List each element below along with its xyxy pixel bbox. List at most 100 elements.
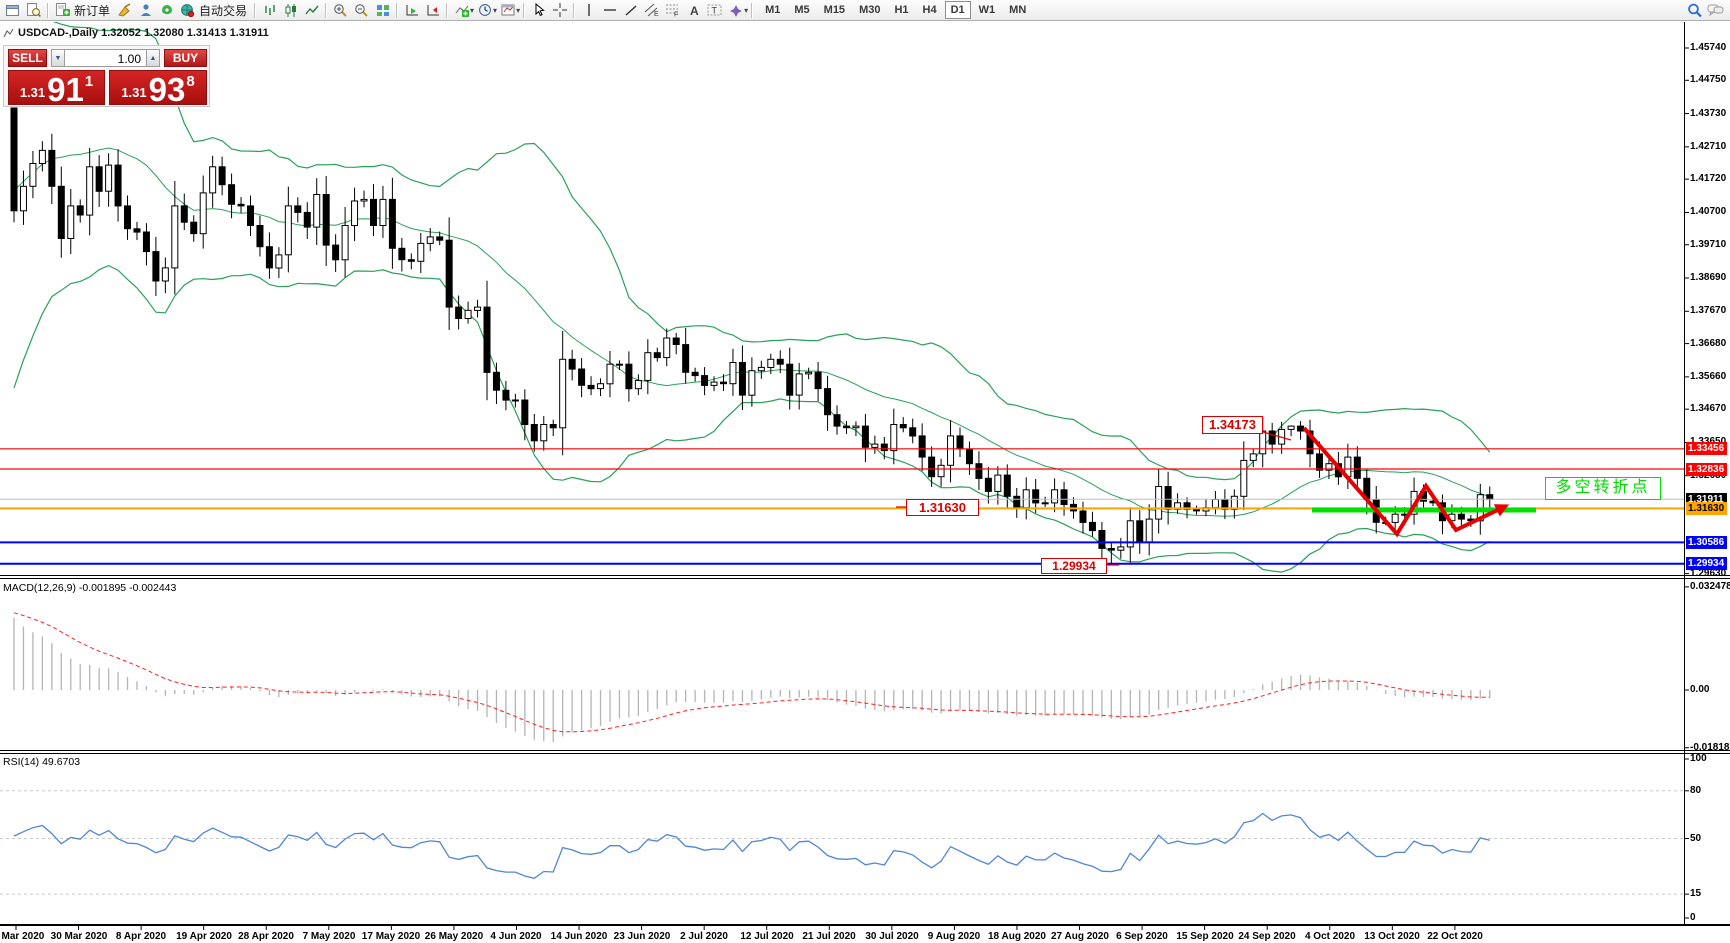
new-order-icon[interactable]	[52, 1, 73, 19]
toolbar-separator	[396, 2, 399, 18]
text-tool-icon[interactable]: A	[683, 1, 704, 19]
tf-d1[interactable]: D1	[944, 1, 971, 19]
macd-indicator	[13, 612, 1491, 742]
turning-point-label[interactable]: 多空转折点	[1545, 477, 1661, 500]
cursor-icon[interactable]	[528, 1, 549, 19]
chart-annotations[interactable]	[896, 426, 1536, 566]
timeframe-group: M1 M5 M15 M30 H1 H4 D1 W1 MN	[758, 1, 1033, 19]
buy-price-small: 1.31	[121, 85, 147, 100]
one-click-trade-panel: SELL ▼ 1.00 ▲ BUY 1.31 91 1 1.31 93 8	[3, 45, 210, 107]
price-tick-label: 1.43730	[1690, 108, 1727, 119]
channel-tool-icon[interactable]: E	[641, 1, 662, 19]
rsi-tick-label: 0	[1690, 912, 1696, 923]
macd-tick-label: -0.018182	[1690, 742, 1730, 753]
shapes-tool-icon[interactable]	[725, 1, 746, 19]
price-tick-label: 1.45740	[1690, 42, 1727, 53]
price-tag: 1.33456	[1686, 442, 1727, 455]
volume-input[interactable]: 1.00	[65, 49, 146, 67]
sell-price-sup: 1	[84, 73, 94, 90]
date-label: 23 Jun 2020	[613, 931, 671, 942]
chart-shift-icon[interactable]	[422, 1, 443, 19]
toolbar-right-group	[1684, 1, 1726, 19]
periods-icon[interactable]	[474, 1, 495, 19]
auto-scroll-icon[interactable]	[401, 1, 422, 19]
price-tag: 1.29934	[1686, 557, 1727, 570]
chart-canvas[interactable]	[0, 22, 1730, 943]
date-label: 28 Apr 2020	[238, 931, 294, 942]
symbol-quote-text: USDCAD-,Daily 1.32052 1.32080 1.31413 1.…	[18, 27, 269, 39]
autotrading-label[interactable]: 自动交易	[199, 3, 248, 18]
rsi-label: RSI(14) 49.6703	[3, 756, 81, 768]
date-label: 27 Aug 2020	[1051, 931, 1109, 942]
volume-stepper: ▼ 1.00 ▲	[51, 49, 160, 67]
tf-h1[interactable]: H1	[894, 4, 909, 16]
templates-icon[interactable]	[497, 1, 518, 19]
new-order-label[interactable]: 新订单	[74, 3, 111, 18]
price-tag: 1.32836	[1686, 463, 1727, 476]
shapes-caret[interactable]: ▾	[744, 5, 749, 15]
price-tick-label: 1.39710	[1690, 239, 1727, 250]
toolbar: 新订单 自动交易 ▾ ▾ ▾ E F A T ▾ M1 M5 M15 M30 H1 H4 D…	[0, 0, 1730, 21]
candles	[10, 107, 1494, 564]
bar-chart-icon[interactable]	[259, 1, 280, 19]
date-label: 8 Apr 2020	[115, 931, 167, 942]
zoom-out-icon[interactable]	[351, 1, 372, 19]
svg-text:A: A	[690, 4, 699, 17]
crosshair-icon[interactable]	[549, 1, 570, 19]
search-icon[interactable]	[1684, 1, 1705, 19]
date-label: 26 May 2020	[424, 931, 484, 942]
price-tick-label: 1.36680	[1690, 338, 1727, 349]
tf-w1[interactable]: W1	[978, 4, 996, 16]
candlestick-chart-icon[interactable]	[280, 1, 301, 19]
script-icon[interactable]	[114, 1, 135, 19]
volume-decrease-button[interactable]: ▼	[51, 49, 65, 67]
tf-m5[interactable]: M5	[794, 4, 810, 16]
svg-text:F: F	[674, 12, 678, 18]
price-callout[interactable]: 1.29934	[1041, 558, 1107, 574]
signals-icon[interactable]	[156, 1, 177, 19]
horizontal-lines[interactable]	[0, 448, 1684, 565]
periods-caret[interactable]: ▾	[493, 5, 498, 15]
indicators-caret[interactable]: ▾	[470, 5, 475, 15]
buy-button[interactable]: BUY	[164, 49, 207, 67]
price-callout[interactable]: 1.31630	[906, 499, 979, 516]
chart-window-icon[interactable]	[2, 1, 23, 19]
buy-price-box[interactable]: 1.31 93 8	[109, 70, 207, 106]
tf-m1[interactable]: M1	[765, 4, 781, 16]
rsi-tick-label: 50	[1690, 833, 1702, 844]
trendline-tool-icon[interactable]	[620, 1, 641, 19]
indicators-icon[interactable]	[451, 1, 472, 19]
volume-increase-button[interactable]: ▲	[146, 49, 160, 67]
rsi-tick-label: 100	[1690, 753, 1707, 764]
chart-frame	[0, 22, 1730, 930]
vertical-line-tool-icon[interactable]	[578, 1, 599, 19]
chat-icon[interactable]	[1705, 1, 1726, 19]
fibonacci-tool-icon[interactable]: F	[662, 1, 683, 19]
print-preview-icon[interactable]	[23, 1, 44, 19]
date-label: 30 Jul 2020	[865, 931, 919, 942]
svg-text:T: T	[712, 6, 718, 16]
rsi-indicator	[0, 790, 1684, 895]
date-label: 18 Aug 2020	[988, 931, 1046, 942]
date-label: 30 Mar 2020	[50, 931, 108, 942]
tf-mn[interactable]: MN	[1009, 4, 1027, 16]
tile-windows-icon[interactable]	[372, 1, 393, 19]
date-label: 15 Sep 2020	[1176, 931, 1234, 942]
sell-button[interactable]: SELL	[8, 49, 47, 67]
price-tag: 1.31630	[1686, 502, 1727, 515]
price-callout[interactable]: 1.34173	[1202, 416, 1263, 434]
date-label: 4 Jun 2020	[490, 931, 542, 942]
label-tool-icon[interactable]: T	[704, 1, 725, 19]
horizontal-line-tool-icon[interactable]	[599, 1, 620, 19]
sell-price-box[interactable]: 1.31 91 1	[8, 70, 105, 106]
templates-caret[interactable]: ▾	[516, 5, 521, 15]
zoom-in-icon[interactable]	[330, 1, 351, 19]
tf-m30[interactable]: M30	[859, 4, 881, 16]
date-label: 21 Jul 2020	[802, 931, 856, 942]
autotrading-icon[interactable]	[177, 1, 198, 19]
price-tick-label: 1.37670	[1690, 305, 1727, 316]
expert-advisor-icon[interactable]	[135, 1, 156, 19]
tf-m15[interactable]: M15	[823, 4, 846, 16]
line-chart-icon[interactable]	[301, 1, 322, 19]
tf-h4[interactable]: H4	[922, 4, 937, 16]
